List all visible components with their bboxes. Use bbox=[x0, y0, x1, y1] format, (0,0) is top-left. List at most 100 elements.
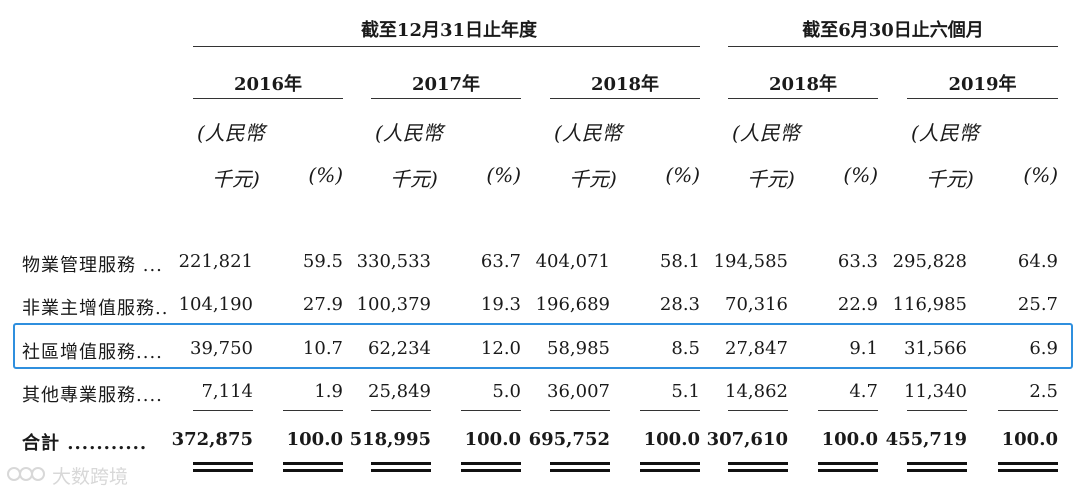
percent-cell: 22.9 bbox=[837, 294, 878, 315]
percent-cell: 4.7 bbox=[849, 381, 878, 402]
row-highlight-box bbox=[13, 323, 1073, 369]
percent-cell: 1.9 bbox=[314, 381, 343, 402]
amount-cell: 27,847 bbox=[725, 338, 788, 359]
year-header-2017: 2017年 bbox=[411, 74, 481, 95]
amount-cell: 116,985 bbox=[892, 294, 967, 315]
percent-cell: 5.0 bbox=[492, 381, 521, 402]
year-underline-2016 bbox=[193, 98, 343, 99]
amount-cell: 14,862 bbox=[725, 381, 788, 402]
pct-header: (%) bbox=[665, 163, 700, 187]
amount-cell: 295,828 bbox=[892, 251, 967, 272]
percent-cell: 5.1 bbox=[671, 381, 700, 402]
row-label-property-management: 物業管理服務 ... bbox=[22, 255, 163, 276]
year-header-2018-h1: 2018年 bbox=[768, 74, 838, 95]
percent-cell: 6.9 bbox=[1029, 338, 1058, 359]
row-label-community-services: 社區增值服務.... bbox=[22, 342, 163, 363]
subtotal-rule bbox=[728, 410, 788, 411]
year-header-2019-h1: 2019年 bbox=[948, 74, 1017, 95]
subtotal-rule bbox=[193, 410, 253, 411]
amount-cell: 36,007 bbox=[547, 381, 610, 402]
percent-cell: 64.9 bbox=[1017, 251, 1058, 272]
unit-header-line2: 千元) bbox=[747, 167, 795, 191]
amount-cell: 404,071 bbox=[535, 251, 610, 272]
percent-cell: 58.1 bbox=[659, 251, 700, 272]
total-amount-cell: 518,995 bbox=[349, 429, 431, 450]
total-double-rule bbox=[371, 462, 431, 472]
pct-header: (%) bbox=[308, 163, 343, 187]
watermark-logo-icon bbox=[6, 462, 50, 490]
group-underline-annual bbox=[193, 46, 700, 47]
percent-cell: 25.7 bbox=[1017, 294, 1058, 315]
unit-header-line1: (人民幣 bbox=[554, 121, 622, 145]
year-underline-2019-h1 bbox=[907, 98, 1058, 99]
watermark-text: 大数跨境 bbox=[52, 466, 129, 488]
amount-cell: 11,340 bbox=[904, 381, 967, 402]
group-underline-six-months bbox=[728, 46, 1058, 47]
amount-cell: 221,821 bbox=[178, 251, 253, 272]
total-double-rule bbox=[193, 462, 253, 472]
percent-cell: 63.3 bbox=[837, 251, 878, 272]
row-label-non-owner-services: 非業主增值服務.. bbox=[22, 298, 169, 319]
unit-header-line2: 千元) bbox=[212, 167, 260, 191]
row-label-other-professional: 其他專業服務.... bbox=[22, 385, 163, 406]
row-label-total: 合計 ........... bbox=[22, 433, 148, 454]
amount-cell: 104,190 bbox=[178, 294, 253, 315]
subtotal-rule bbox=[640, 410, 700, 411]
unit-header-line1: (人民幣 bbox=[732, 121, 800, 145]
total-double-rule bbox=[550, 462, 610, 472]
group-header-annual: 截至12月31日止年度 bbox=[360, 20, 538, 41]
percent-cell: 63.7 bbox=[480, 251, 521, 272]
amount-cell: 330,533 bbox=[356, 251, 431, 272]
total-amount-cell: 695,752 bbox=[528, 429, 610, 450]
total-double-rule bbox=[461, 462, 521, 472]
year-underline-2017 bbox=[371, 98, 521, 99]
amount-cell: 31,566 bbox=[904, 338, 967, 359]
total-double-rule bbox=[728, 462, 788, 472]
amount-cell: 39,750 bbox=[190, 338, 253, 359]
total-double-rule bbox=[998, 462, 1058, 472]
unit-header-line2: 千元) bbox=[569, 167, 617, 191]
amount-cell: 58,985 bbox=[547, 338, 610, 359]
year-underline-2018-h1 bbox=[728, 98, 878, 99]
subtotal-rule bbox=[550, 410, 610, 411]
subtotal-rule bbox=[283, 410, 343, 411]
total-double-rule bbox=[818, 462, 878, 472]
percent-cell: 59.5 bbox=[302, 251, 343, 272]
group-header-six-months: 截至6月30日止六個月 bbox=[802, 20, 984, 41]
subtotal-rule bbox=[907, 410, 967, 411]
total-double-rule bbox=[283, 462, 343, 472]
percent-cell: 2.5 bbox=[1029, 381, 1058, 402]
percent-cell: 9.1 bbox=[849, 338, 878, 359]
total-percent-cell: 100.0 bbox=[464, 429, 521, 450]
total-double-rule bbox=[907, 462, 967, 472]
subtotal-rule bbox=[818, 410, 878, 411]
amount-cell: 196,689 bbox=[535, 294, 610, 315]
amount-cell: 25,849 bbox=[368, 381, 431, 402]
subtotal-rule bbox=[461, 410, 521, 411]
year-underline-2018 bbox=[550, 98, 700, 99]
amount-cell: 7,114 bbox=[201, 381, 253, 402]
total-amount-cell: 455,719 bbox=[885, 429, 967, 450]
year-header-2018: 2018年 bbox=[590, 74, 660, 95]
percent-cell: 12.0 bbox=[480, 338, 521, 359]
total-amount-cell: 372,875 bbox=[171, 429, 253, 450]
unit-header-line1: (人民幣 bbox=[911, 121, 979, 145]
total-amount-cell: 307,610 bbox=[706, 429, 788, 450]
unit-header-line2: 千元) bbox=[926, 167, 974, 191]
total-double-rule bbox=[640, 462, 700, 472]
percent-cell: 27.9 bbox=[302, 294, 343, 315]
unit-header-line1: (人民幣 bbox=[375, 121, 443, 145]
total-percent-cell: 100.0 bbox=[821, 429, 878, 450]
unit-header-line1: (人民幣 bbox=[197, 121, 265, 145]
unit-header-line2: 千元) bbox=[390, 167, 438, 191]
pct-header: (%) bbox=[1023, 163, 1058, 187]
subtotal-rule bbox=[371, 410, 431, 411]
total-percent-cell: 100.0 bbox=[643, 429, 700, 450]
amount-cell: 70,316 bbox=[725, 294, 788, 315]
amount-cell: 100,379 bbox=[356, 294, 431, 315]
pct-header: (%) bbox=[486, 163, 521, 187]
total-percent-cell: 100.0 bbox=[1001, 429, 1058, 450]
total-percent-cell: 100.0 bbox=[286, 429, 343, 450]
percent-cell: 28.3 bbox=[659, 294, 700, 315]
pct-header: (%) bbox=[843, 163, 878, 187]
